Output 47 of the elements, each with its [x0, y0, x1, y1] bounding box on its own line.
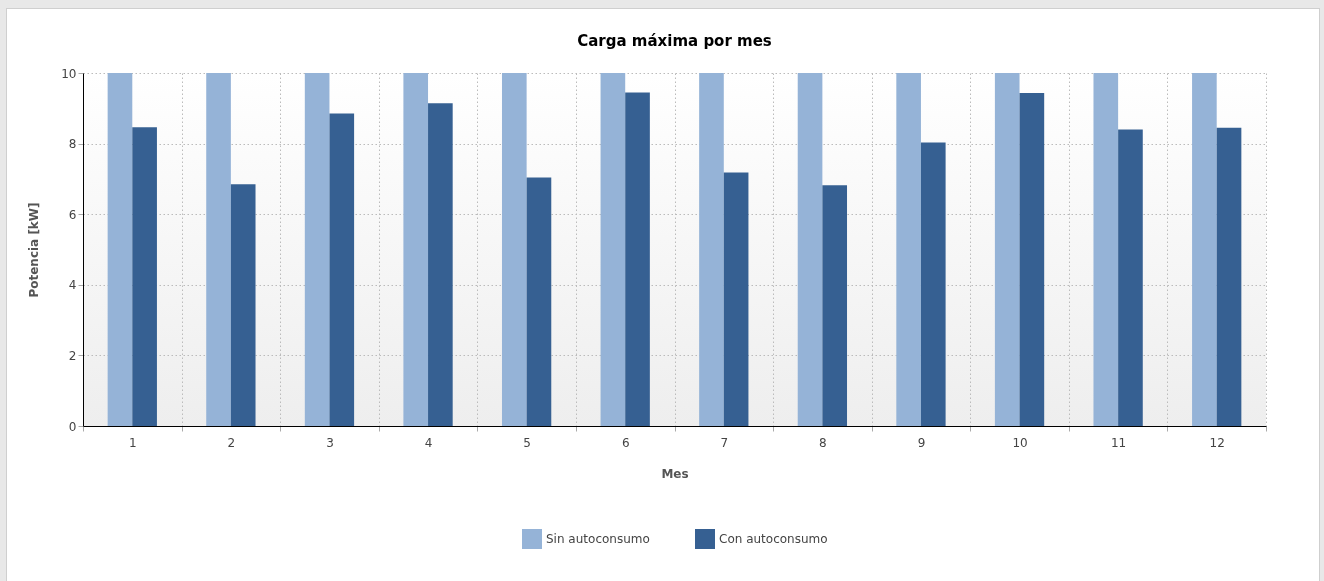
bar	[896, 73, 921, 426]
y-tick-label: 0	[68, 419, 77, 434]
bar	[1093, 73, 1119, 426]
y-tick-label: 6	[68, 207, 77, 222]
x-tick-label: 5	[523, 435, 531, 450]
bar	[230, 184, 256, 426]
x-tick-label: 9	[917, 435, 926, 450]
x-tick-label: 3	[326, 435, 334, 450]
bar	[304, 73, 330, 426]
bar	[329, 113, 355, 426]
chart-title: Carga máxima por mes	[577, 32, 772, 50]
x-tick-label: 4	[424, 435, 433, 450]
x-tick-label: 1	[128, 435, 137, 450]
x-tick-label: 11	[1110, 435, 1127, 450]
bar	[403, 73, 429, 426]
bar	[723, 172, 749, 426]
bar	[822, 185, 848, 426]
bar	[797, 73, 823, 426]
x-tick-label: 12	[1209, 435, 1225, 450]
bar	[1216, 127, 1242, 426]
y-tick-label: 2	[68, 348, 77, 363]
x-tick-label: 10	[1012, 435, 1028, 450]
bar	[206, 73, 231, 426]
bar	[107, 73, 133, 426]
y-tick-label: 4	[68, 278, 77, 293]
bar	[428, 103, 453, 426]
y-tick-label: 8	[68, 137, 77, 152]
bar	[526, 177, 552, 426]
x-axis-title: Mes	[661, 466, 689, 481]
x-tick-label: 8	[819, 435, 827, 450]
x-tick-label: 2	[227, 435, 236, 450]
bar	[1118, 129, 1143, 426]
bar	[501, 73, 527, 426]
legend-label: Sin autoconsumo	[546, 532, 650, 546]
bar	[699, 73, 724, 426]
bar	[132, 127, 157, 426]
x-tick-label: 7	[720, 435, 729, 450]
y-tick-label: 10	[61, 66, 77, 81]
bar	[1019, 93, 1045, 426]
bar	[920, 142, 946, 426]
bar	[994, 73, 1020, 426]
bar	[600, 73, 626, 426]
x-tick-label: 6	[621, 435, 630, 450]
y-axis-title: Potencia [kW]	[27, 202, 42, 298]
bar	[625, 92, 650, 426]
legend-label: Con autoconsumo	[719, 532, 828, 546]
bar	[1192, 73, 1217, 426]
